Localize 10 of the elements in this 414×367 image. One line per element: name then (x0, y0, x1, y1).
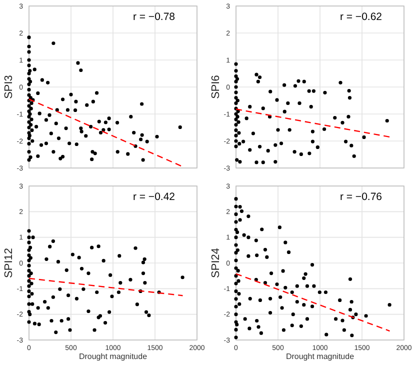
y-axis-title: SPI24 (210, 248, 222, 278)
x-axis-title: Drought magnitude (78, 352, 148, 361)
annotation: r = −0.62 (340, 11, 382, 23)
annotation: r = −0.78 (132, 11, 176, 23)
y-axis-title: SPI12 (3, 248, 15, 278)
annotation: r = −0.42 (132, 191, 176, 203)
annotation: r = −0.76 (340, 191, 382, 203)
y-axis-title: SPI6 (210, 75, 222, 99)
y-axis-title: SPI3 (3, 75, 15, 99)
x-axis-title: Drought magnitude (286, 352, 355, 361)
